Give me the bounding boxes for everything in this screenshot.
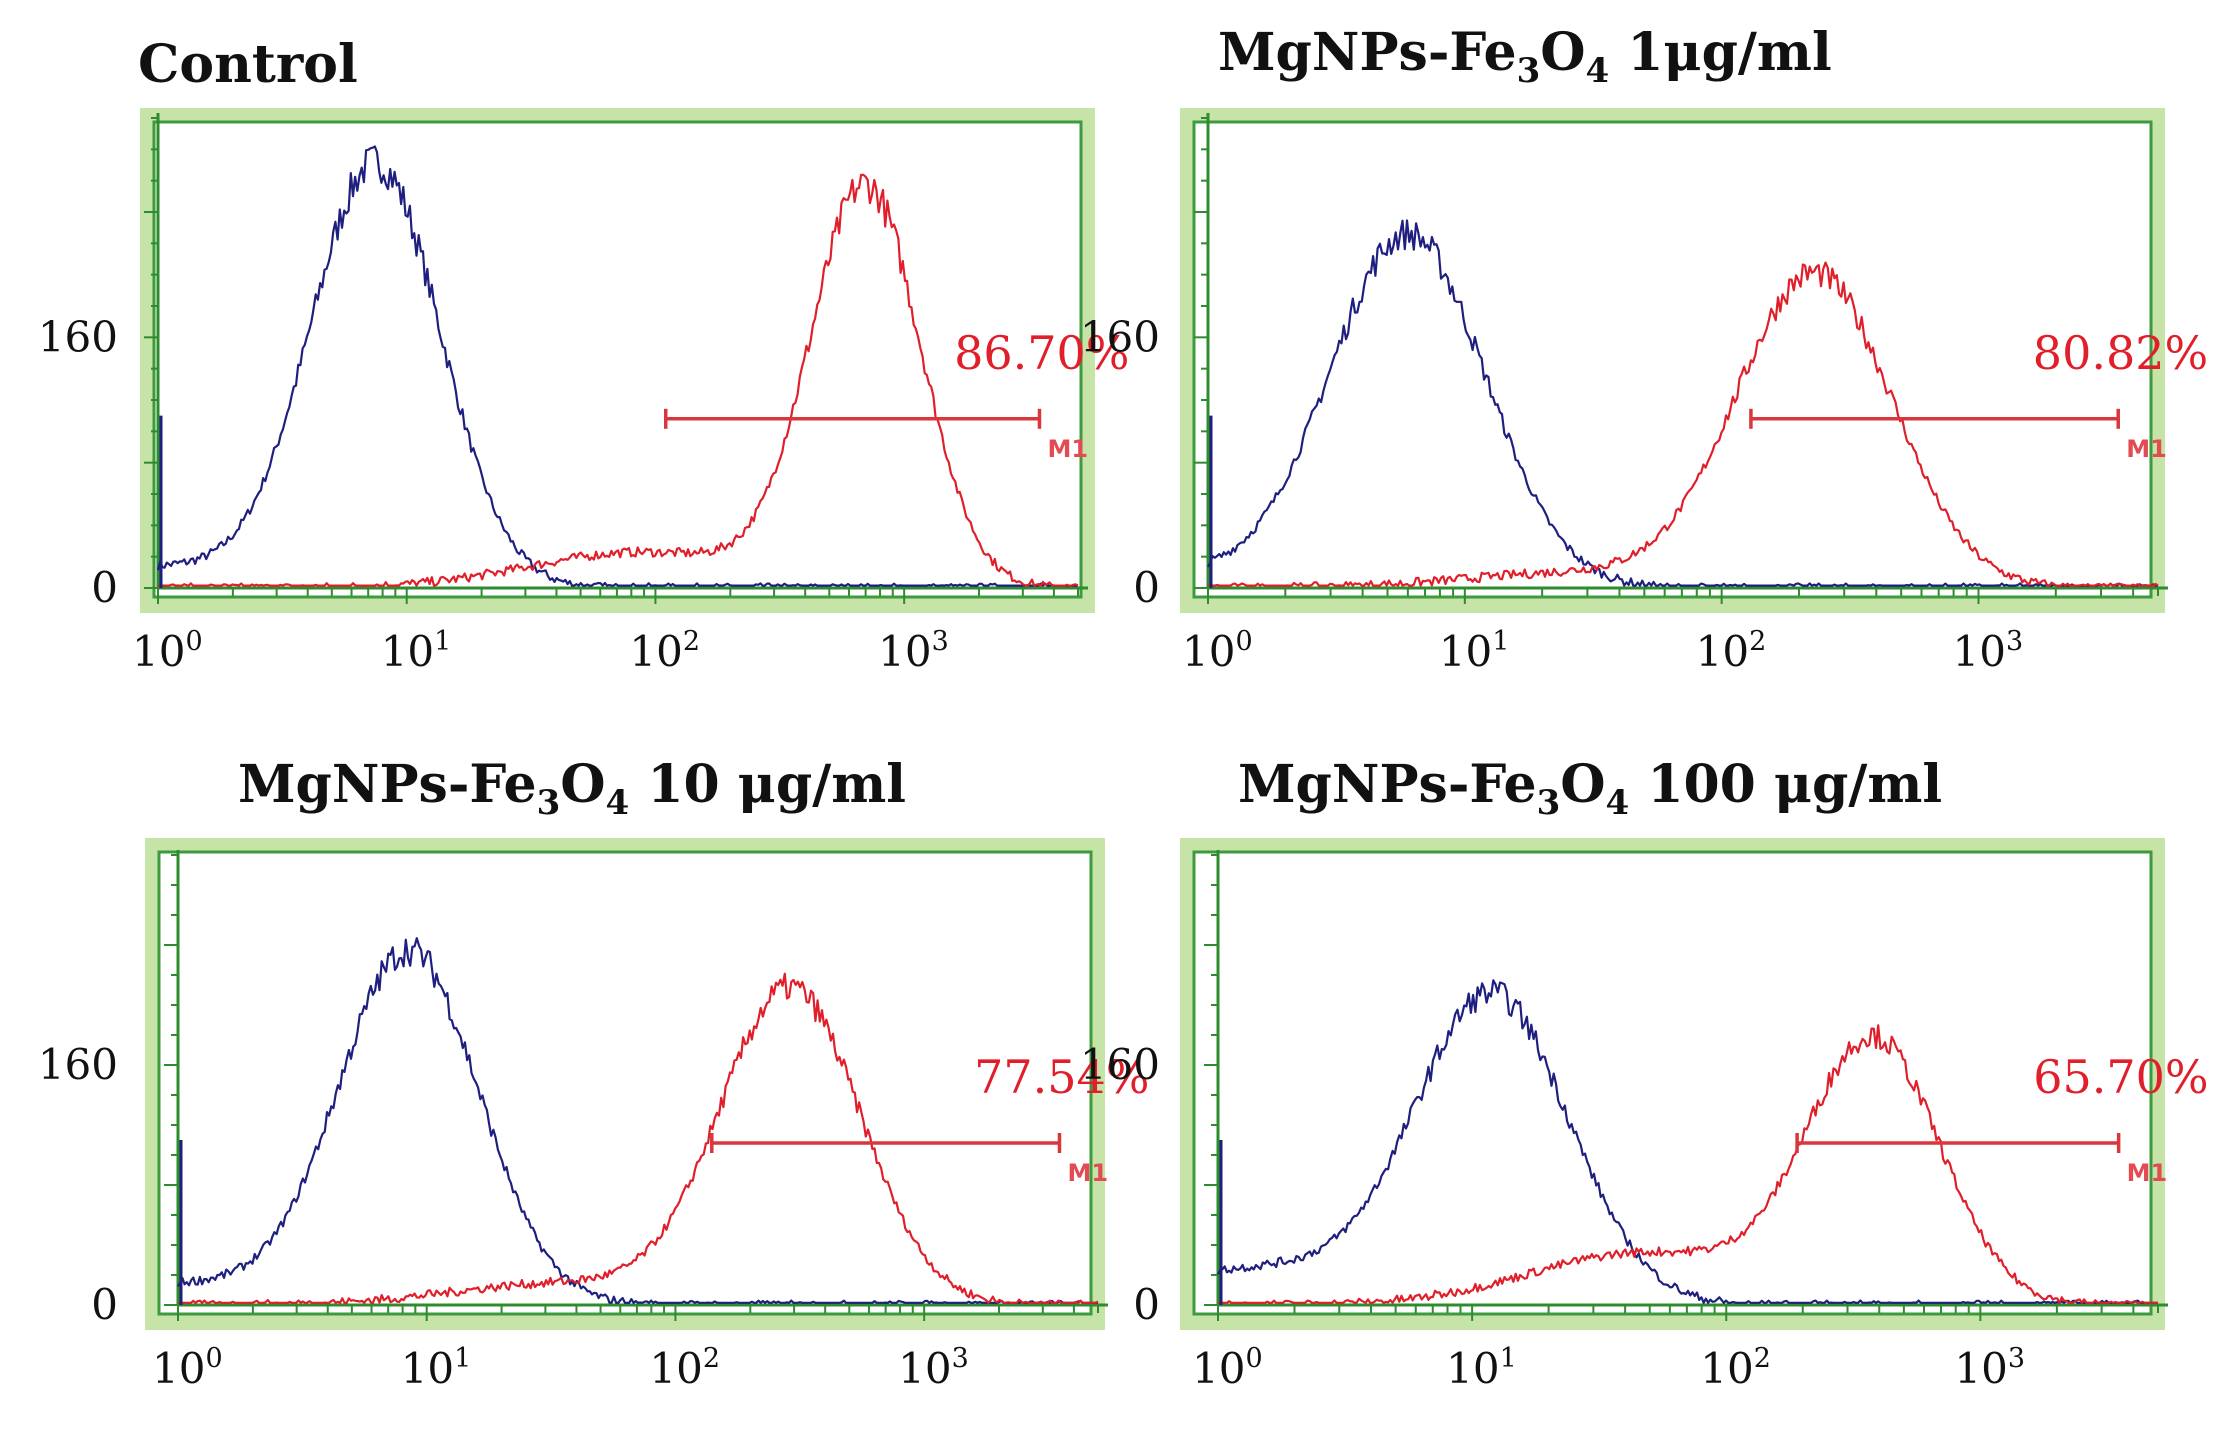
plot-area bbox=[157, 850, 1093, 1316]
stained-histogram bbox=[1207, 261, 2159, 587]
y-tick-label: 160 bbox=[38, 312, 118, 361]
histogram-panel-1: 100 101 102 103 0 160 M1 86.70% bbox=[38, 108, 1129, 676]
y-tick-label: 0 bbox=[1133, 563, 1160, 612]
histogram-panel-3: 100 101 102 103 0 160 M1 77.54% bbox=[38, 838, 1149, 1393]
panel-title-100ug: MgNPs-Fe3O4 100 μg/ml bbox=[1238, 754, 1942, 823]
panel-title-1ug: MgNPs-Fe3O4 1μg/ml bbox=[1218, 22, 1832, 91]
stained-histogram bbox=[158, 173, 1079, 587]
x-tick-label: 101 bbox=[381, 626, 452, 676]
x-tick-label: 101 bbox=[401, 1343, 472, 1393]
stained-histogram bbox=[1218, 1024, 2158, 1304]
plot-area bbox=[1192, 850, 2153, 1316]
plot-area bbox=[152, 120, 1083, 599]
unstained-histogram bbox=[177, 937, 1098, 1304]
m1-marker-label: M1 bbox=[1067, 1159, 1108, 1187]
m1-marker-label: M1 bbox=[2127, 1159, 2168, 1187]
y-tick-label: 0 bbox=[91, 1280, 118, 1329]
x-tick-label: 102 bbox=[1696, 626, 1767, 676]
y-tick-label: 160 bbox=[1080, 1040, 1160, 1089]
unstained-histogram bbox=[156, 145, 1078, 587]
m1-marker-label: M1 bbox=[1047, 435, 1088, 463]
m1-marker-label: M1 bbox=[2126, 435, 2167, 463]
panel-title-10ug: MgNPs-Fe3O4 10 μg/ml bbox=[238, 754, 906, 823]
x-tick-label: 103 bbox=[1952, 626, 2023, 676]
x-tick-label: 102 bbox=[649, 1343, 720, 1393]
unstained-histogram bbox=[1207, 219, 2158, 587]
percentage-label: 80.82% bbox=[2033, 326, 2208, 380]
panel-title-control: Control bbox=[138, 34, 358, 95]
x-tick-label: 103 bbox=[878, 626, 949, 676]
percentage-label: 86.70% bbox=[954, 326, 1129, 380]
x-tick-label: 101 bbox=[1446, 1343, 1517, 1393]
x-tick-label: 101 bbox=[1439, 626, 1510, 676]
y-tick-label: 0 bbox=[1133, 1280, 1160, 1329]
y-tick-label: 0 bbox=[91, 563, 118, 612]
y-tick-label: 160 bbox=[38, 1040, 118, 1089]
x-tick-label: 100 bbox=[1192, 1343, 1263, 1393]
histogram-panel-4: 100 101 102 103 0 160 M1 65.70% bbox=[1080, 838, 2209, 1393]
x-tick-label: 100 bbox=[132, 626, 203, 676]
y-tick-label: 160 bbox=[1080, 312, 1160, 361]
x-tick-label: 102 bbox=[1700, 1343, 1771, 1393]
x-tick-label: 102 bbox=[629, 626, 700, 676]
x-tick-label: 103 bbox=[898, 1343, 969, 1393]
x-tick-label: 103 bbox=[1954, 1343, 2025, 1393]
percentage-label: 65.70% bbox=[2033, 1050, 2208, 1104]
plot-area bbox=[1192, 120, 2153, 599]
stained-histogram bbox=[178, 972, 1099, 1304]
histogram-panel-2: 100 101 102 103 0 160 M1 80.82% bbox=[1080, 108, 2208, 676]
x-tick-label: 100 bbox=[152, 1343, 223, 1393]
unstained-histogram bbox=[1217, 979, 2158, 1304]
histogram-panels: 100 101 102 103 0 160 M1 86.70% 100 101 102 103 0 160… bbox=[38, 108, 2209, 1393]
percentage-label: 77.54% bbox=[974, 1050, 1149, 1104]
x-tick-label: 100 bbox=[1182, 626, 1253, 676]
